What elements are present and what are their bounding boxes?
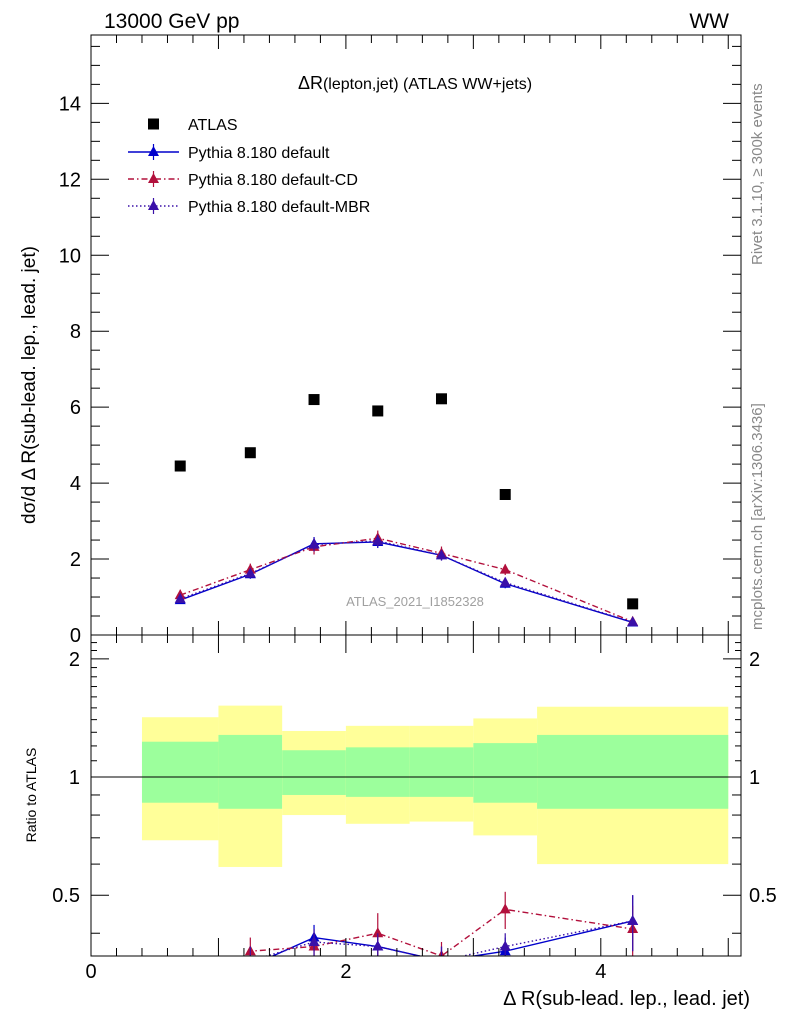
ratio-point bbox=[499, 903, 511, 914]
ratio-y-tick-label-right: 0.5 bbox=[749, 885, 777, 907]
atlas-point bbox=[308, 394, 320, 406]
main-axes: 0 2 4 6 8 10 12 14 bbox=[59, 35, 741, 647]
x-tick-label: 0 bbox=[85, 961, 96, 983]
y-tick-label: 12 bbox=[59, 169, 81, 191]
ratio-y-tick-label-right: 1 bbox=[749, 767, 760, 789]
main-panel: 0 2 4 6 8 10 12 14 ATLAS_2021_I1852328 ΔR(lepto… bbox=[19, 34, 742, 647]
model-point bbox=[627, 616, 639, 627]
ratio-point bbox=[245, 960, 256, 970]
ratio-point bbox=[499, 940, 511, 951]
ratio-bands bbox=[91, 705, 741, 867]
y-tick-label: 10 bbox=[59, 245, 81, 267]
legend-marker bbox=[148, 173, 159, 183]
main-title: ΔR(lepton,jet) (ATLAS WW+jets) bbox=[298, 73, 532, 93]
series-line bbox=[179, 541, 633, 624]
legend-label: Pythia 8.180 default-MBR bbox=[188, 199, 370, 216]
y-tick-label: 0 bbox=[70, 625, 81, 647]
y-tick-label: 8 bbox=[70, 321, 81, 343]
main-title-sub: (lepton,jet) (ATLAS WW+jets) bbox=[323, 76, 532, 93]
legend-marker bbox=[148, 146, 159, 156]
ratio-panel: 0.5 0.5 1 1 2 2 0 2 4 Ratio to ATLAS Δ R(sub-lea… bbox=[23, 634, 777, 1024]
ratio-y-tick-label-right: 2 bbox=[749, 649, 760, 671]
legend-marker bbox=[148, 200, 159, 210]
uncertainty-band-inner bbox=[537, 734, 729, 809]
model-point bbox=[499, 576, 511, 587]
rivet-label: Rivet 3.1.10, ≥ 300k events bbox=[749, 83, 766, 265]
x-tick-label: 4 bbox=[595, 961, 606, 983]
uncertainty-band-inner bbox=[282, 750, 346, 795]
uncertainty-band-inner bbox=[345, 747, 410, 797]
uncertainty-band-inner bbox=[473, 743, 538, 803]
series-line bbox=[179, 537, 633, 623]
atlas-point bbox=[499, 488, 511, 500]
ratio-point bbox=[627, 914, 639, 925]
beam-label: 13000 GeV pp bbox=[104, 10, 239, 33]
atlas-point bbox=[244, 447, 256, 459]
ratio-point bbox=[372, 927, 384, 938]
uncertainty-band-inner bbox=[409, 747, 474, 797]
mcplots-label: mcplots.cern.ch [arXiv:1306.3436] bbox=[749, 403, 766, 630]
legend-label: ATLAS bbox=[188, 117, 238, 134]
x-axis-label: Δ R(sub-lead. lep., lead. jet) bbox=[503, 988, 750, 1010]
model-point bbox=[308, 538, 320, 549]
y-tick-label: 6 bbox=[70, 397, 81, 419]
legend: ATLAS Pythia 8.180 default Pythia 8.180 de… bbox=[128, 117, 370, 216]
ratio-axes: 0.5 0.5 1 1 2 2 0 2 4 bbox=[52, 635, 777, 983]
ratio-point bbox=[372, 940, 384, 951]
atlas-point bbox=[435, 393, 447, 405]
y-tick-label: 2 bbox=[70, 549, 81, 571]
y-tick-label: 4 bbox=[70, 473, 81, 495]
atlas-point bbox=[372, 405, 384, 417]
watermark: ATLAS_2021_I1852328 bbox=[346, 594, 484, 609]
model-point bbox=[435, 549, 447, 560]
model-point bbox=[499, 563, 511, 574]
process-label: WW bbox=[689, 10, 729, 33]
legend-marker bbox=[148, 118, 159, 130]
series-line bbox=[179, 540, 633, 623]
legend-label: Pythia 8.180 default bbox=[188, 145, 330, 162]
uncertainty-band-inner bbox=[141, 741, 219, 803]
atlas-point bbox=[627, 598, 639, 610]
y-tick-label: 14 bbox=[59, 93, 81, 115]
main-title-main: ΔR bbox=[298, 73, 323, 93]
legend-label: Pythia 8.180 default-CD bbox=[188, 172, 358, 189]
main-marks bbox=[174, 393, 639, 627]
ratio-y-label: Ratio to ATLAS bbox=[23, 748, 39, 843]
ratio-marks bbox=[175, 891, 639, 1024]
ratio-y-tick-label: 0.5 bbox=[52, 885, 80, 907]
main-y-label: dσ/d Δ R(sub-lead. lep., lead. jet) bbox=[19, 246, 40, 524]
ratio-point bbox=[308, 935, 320, 946]
ratio-frame bbox=[90, 634, 742, 957]
model-point bbox=[244, 567, 256, 578]
ratio-y-tick-label: 1 bbox=[69, 767, 80, 789]
uncertainty-band-inner bbox=[218, 734, 283, 809]
x-tick-label: 2 bbox=[340, 961, 351, 983]
model-point bbox=[372, 534, 384, 545]
atlas-point bbox=[174, 460, 186, 472]
ratio-point bbox=[175, 1014, 186, 1024]
ratio-y-tick-label: 2 bbox=[69, 649, 80, 671]
model-point bbox=[174, 592, 186, 603]
